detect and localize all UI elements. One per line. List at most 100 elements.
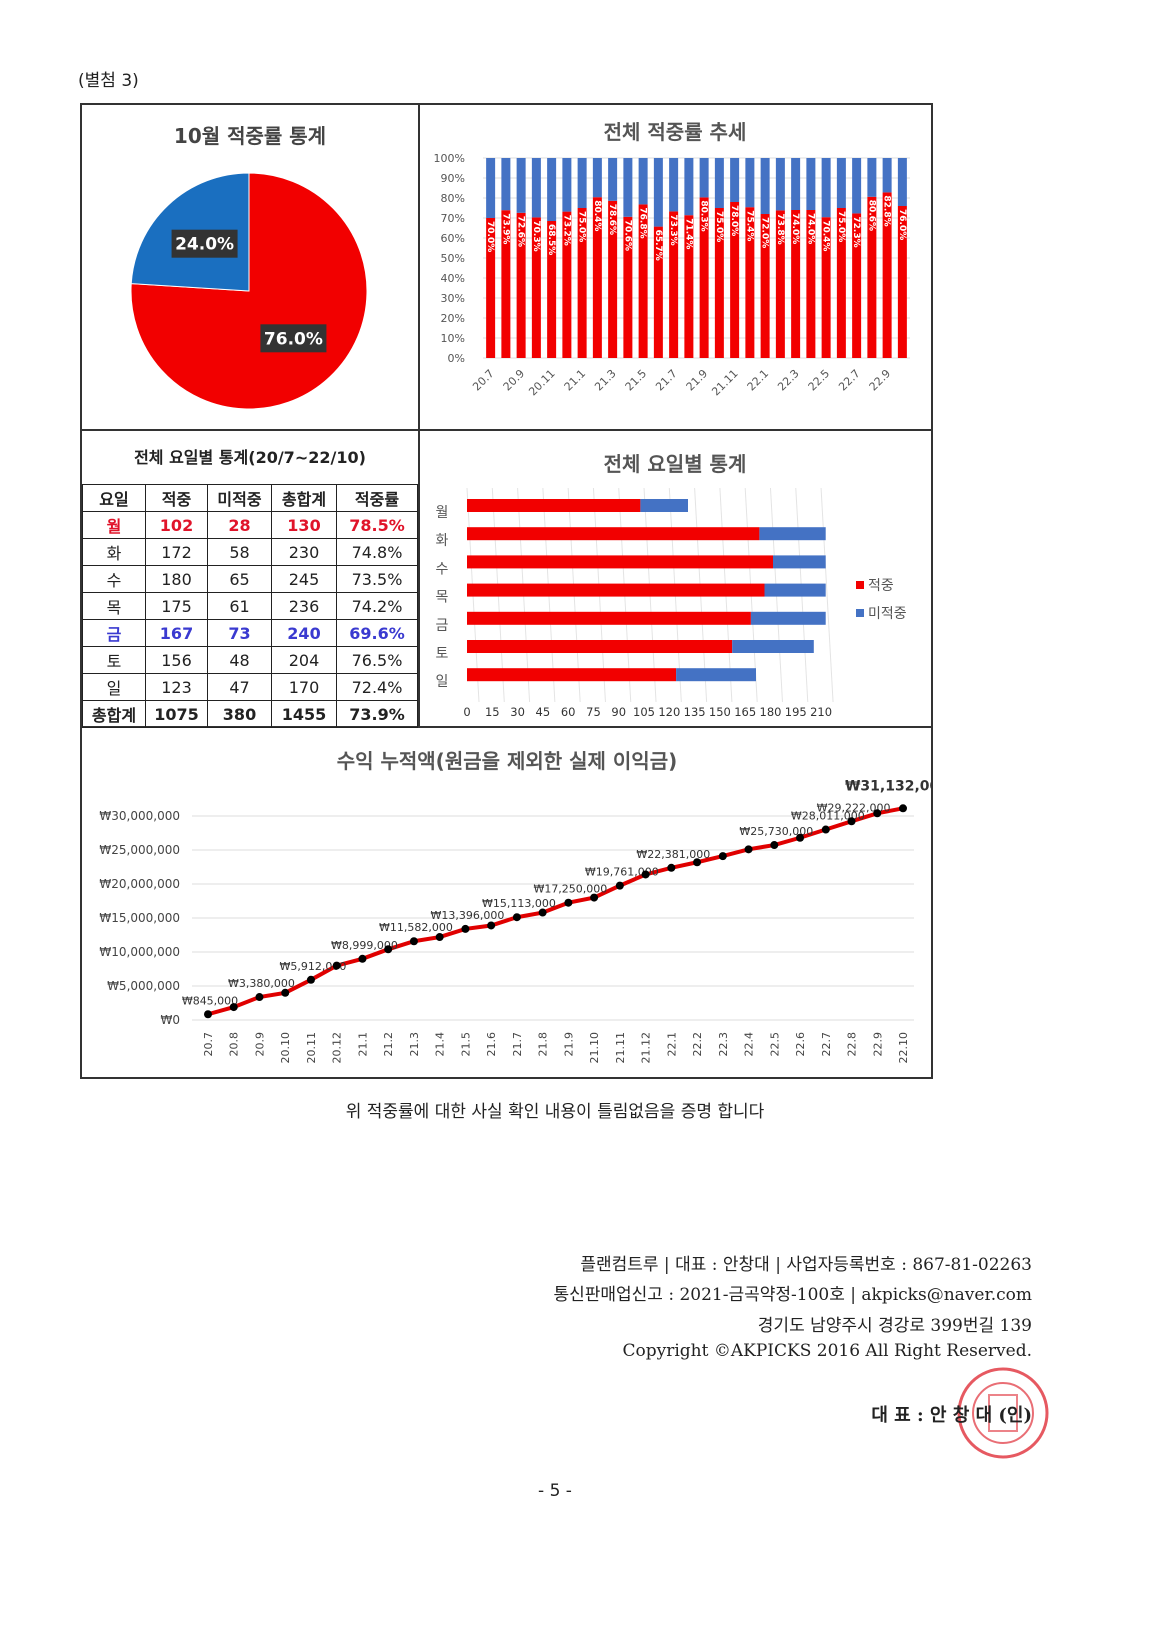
- x-tick-label: 21.1: [562, 367, 589, 394]
- y-tick-label: 70%: [441, 212, 465, 225]
- legend-label: 적중: [868, 578, 894, 594]
- table-cell: 65: [207, 565, 272, 593]
- table-cell: 총합계: [82, 700, 146, 728]
- certification-text: 위 적중률에 대한 사실 확인 내용이 틀림없음을 증명 합니다: [345, 1102, 765, 1122]
- hit-bar-segment: [897, 206, 907, 358]
- table-cell: 토: [82, 646, 146, 674]
- x-tick-label: 21.10: [588, 1032, 601, 1064]
- hit-bar-segment: [467, 611, 751, 625]
- bar-data-label: 72.3%: [851, 216, 861, 247]
- weekday-bar-chart: 0 15 30 45 60 75 90 105 120 135 150 165 180 195 210월화수…: [436, 487, 907, 719]
- data-label: ₩5,912,000: [280, 960, 347, 973]
- weekday-chart-title: 전체 요일별 통계: [603, 452, 747, 476]
- divider: [418, 103, 420, 728]
- miss-bar-segment: [592, 158, 602, 198]
- hit-bar-segment: [775, 210, 785, 358]
- data-label: ₩11,582,000: [379, 921, 453, 934]
- table-cell: 78.5%: [336, 511, 418, 539]
- miss-bar-segment: [745, 158, 755, 208]
- x-tick-label: 20.11: [526, 367, 557, 398]
- data-label: ₩13,396,000: [430, 909, 504, 922]
- y-category-label: 수: [436, 561, 449, 577]
- header-cell: 미적중: [207, 484, 272, 512]
- data-point: [873, 809, 882, 818]
- hit-bar-segment: [760, 214, 770, 358]
- data-label: ₩19,761,000: [585, 866, 659, 879]
- data-label: ₩25,730,000: [739, 825, 813, 838]
- y-category-label: 토: [436, 646, 449, 662]
- data-point: [229, 1003, 238, 1012]
- legend-swatch: [856, 581, 864, 589]
- data-point: [409, 937, 418, 946]
- x-tick-label: 15: [485, 705, 500, 719]
- miss-bar-segment: [486, 158, 496, 218]
- miss-bar-segment: [764, 583, 826, 597]
- bar-data-label: 73.9%: [500, 213, 510, 244]
- data-label: ₩31,132,000: [845, 778, 932, 794]
- header-cell: 적중률: [336, 484, 418, 512]
- data-label: ₩29,222,000: [817, 801, 891, 814]
- data-point: [847, 817, 856, 826]
- table-cell: 170: [271, 673, 337, 701]
- miss-bar-segment: [730, 158, 740, 202]
- table-cell: 380: [207, 700, 272, 728]
- hit-bar-segment: [467, 527, 760, 541]
- table-cell: 1455: [271, 700, 337, 728]
- miss-bar-segment: [684, 158, 694, 216]
- x-tick-label: 45: [536, 705, 551, 719]
- miss-bar-segment: [669, 158, 679, 212]
- bar-data-label: 65.7%: [653, 230, 663, 261]
- hit-bar-segment: [562, 211, 572, 358]
- data-point: [693, 858, 702, 867]
- table-cell: 47: [207, 673, 272, 701]
- table-cell: 76.5%: [336, 646, 418, 674]
- bar-data-label: 70.6%: [622, 220, 632, 251]
- x-tick-label: 21.9: [684, 367, 711, 394]
- x-tick-label: 75: [586, 705, 601, 719]
- miss-bar-segment: [653, 158, 663, 227]
- y-tick-label: ₩5,000,000: [107, 979, 180, 993]
- x-tick-label: 20.9: [501, 367, 528, 394]
- y-tick-label: 100%: [434, 152, 465, 165]
- divider: [80, 726, 933, 728]
- hit-bar-segment: [806, 210, 816, 358]
- x-tick-label: 22.1: [745, 367, 772, 394]
- x-tick-label: 22.5: [806, 367, 833, 394]
- y-tick-label: ₩10,000,000: [99, 945, 180, 959]
- y-tick-label: 90%: [441, 172, 465, 185]
- x-tick-label: 21.8: [537, 1032, 550, 1057]
- miss-bar-segment: [732, 640, 814, 653]
- table-cell: 48: [207, 646, 272, 674]
- x-tick-label: 22.9: [867, 367, 894, 394]
- hit-bar-segment: [592, 197, 602, 358]
- table-row: 목 175 61 236 74.2%: [82, 592, 418, 620]
- divider: [80, 429, 933, 431]
- miss-bar-segment: [562, 158, 572, 212]
- bar-data-label: 80.4%: [592, 200, 602, 231]
- x-tick-label: 20.7: [202, 1032, 215, 1057]
- hit-bar-segment: [467, 499, 641, 512]
- hit-bar-segment: [623, 216, 633, 358]
- miss-bar-segment: [775, 158, 785, 211]
- miss-bar-segment: [577, 158, 587, 208]
- y-category-label: 월: [436, 505, 449, 521]
- bar-data-label: 73.2%: [561, 215, 571, 246]
- y-tick-label: 0%: [448, 352, 465, 365]
- y-tick-label: 50%: [441, 252, 465, 265]
- table-cell: 목: [82, 592, 146, 620]
- miss-bar-segment: [608, 158, 618, 201]
- miss-bar-segment: [882, 158, 892, 193]
- miss-bar-segment: [759, 527, 826, 541]
- x-tick-label: 22.10: [897, 1032, 910, 1064]
- data-label: ₩22,381,000: [636, 848, 710, 861]
- data-point: [564, 898, 573, 907]
- profit-line: [207, 806, 904, 1017]
- bar-data-label: 75.0%: [836, 211, 846, 242]
- miss-bar-segment: [547, 158, 557, 221]
- x-tick-label: 21.4: [434, 1032, 447, 1057]
- x-tick-label: 20.8: [228, 1032, 241, 1057]
- table-cell: 58: [207, 538, 272, 566]
- miss-bar-segment: [699, 158, 709, 198]
- data-point: [332, 961, 341, 970]
- bar-data-label: 68.5%: [546, 224, 556, 255]
